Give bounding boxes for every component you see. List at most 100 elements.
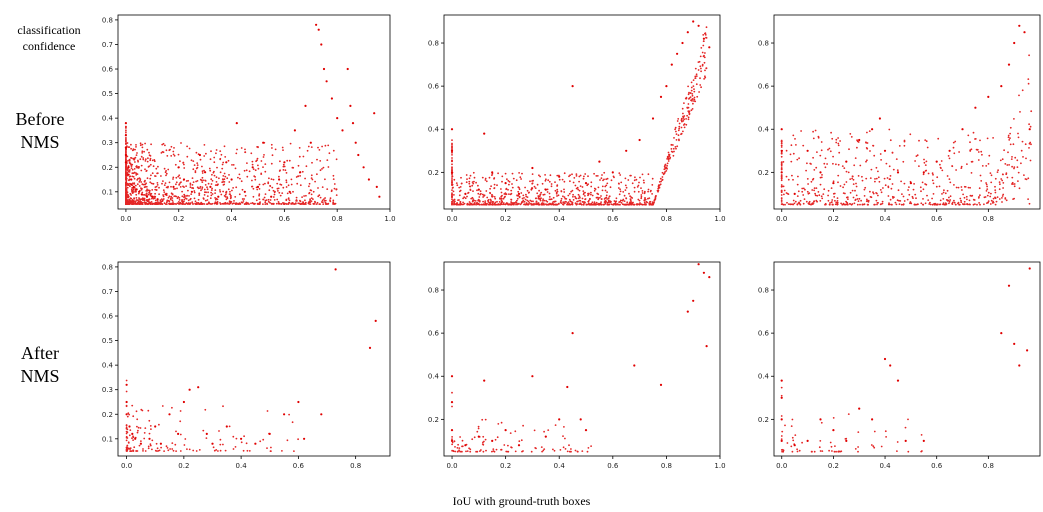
cloud-point [270,446,272,449]
cloud-point [960,186,963,188]
cloud-point [855,182,857,185]
data-point [125,413,128,416]
cloud-point [468,185,471,188]
cloud-point [694,67,697,70]
cloud-point [515,179,518,182]
cloud-point [972,198,975,201]
cloud-point [179,433,182,436]
cloud-point [703,78,705,80]
cloud-point [989,172,992,175]
cloud-point [924,139,927,142]
cloud-point [282,165,285,168]
cloud-point [647,197,649,200]
x-tick-label: 0.2 [828,215,839,223]
cloud-point [888,202,890,205]
row-label-after-nms: After NMS [20,343,60,386]
cloud-point [543,430,545,433]
cloud-point [206,195,209,198]
cloud-point [796,450,799,453]
cloud-point [559,201,562,204]
cloud-point [162,180,164,183]
cloud-point [609,186,612,189]
cloud-point [207,182,210,185]
cloud-point [509,432,512,434]
cloud-point [166,199,169,202]
cloud-point [702,44,705,47]
cloud-point [1022,156,1024,158]
cloud-point [332,149,335,152]
cloud-point [1008,164,1010,166]
cloud-point [507,188,509,191]
cloud-point [962,193,964,196]
cloud-point [677,129,680,132]
cloud-point [918,165,920,168]
cloud-point [508,180,511,183]
cloud-point [169,197,172,200]
cloud-point [335,158,338,161]
cloud-point [803,198,806,201]
cloud-point [305,165,308,168]
data-point [883,149,887,152]
cloud-point [125,426,128,429]
axes-frame [443,14,721,210]
x-tick-label: 0.4 [554,215,566,223]
cloud-point [875,192,877,194]
cloud-point [135,174,138,176]
data-point [205,432,208,435]
cloud-point [837,142,840,145]
cloud-point [791,174,793,177]
cloud-point [288,199,291,202]
cloud-point [579,202,582,205]
cloud-point [201,188,204,190]
data-point [780,171,783,174]
cloud-point [260,173,263,176]
cloud-point [887,195,890,197]
data-point [182,178,186,181]
cloud-point [183,193,186,196]
cloud-point [555,203,558,206]
cloud-point [500,195,503,198]
cloud-point [334,202,337,205]
cloud-point [698,91,700,93]
cloud-point [896,199,899,202]
cloud-point [478,196,481,198]
cloud-point [308,185,310,188]
data-point [334,268,337,271]
cloud-point [633,179,636,182]
cloud-point [859,164,862,167]
cloud-point [888,165,891,168]
cloud-point [139,427,142,429]
cloud-point [946,175,949,177]
cloud-point [238,173,241,176]
cloud-point [498,201,501,203]
data-point [1026,349,1029,352]
cloud-point [510,198,512,201]
cloud-point [149,201,152,204]
cloud-point [785,149,788,152]
cloud-point [137,429,139,432]
cloud-point [849,178,852,181]
cloud-point [780,184,783,186]
cloud-point [308,191,311,194]
cloud-point [570,450,572,453]
y-tick-label: 0.2 [758,169,769,177]
cloud-point [153,195,156,198]
cloud-point [277,201,280,203]
cloud-point [873,154,876,157]
cloud-point [1001,201,1003,203]
cloud-point [262,156,265,158]
cloud-point [299,184,302,187]
data-point [309,141,312,144]
data-point [1007,284,1011,287]
data-point [676,52,679,55]
cloud-point [250,202,252,205]
cloud-point [504,172,507,175]
cloud-point [512,177,515,180]
cloud-point [898,203,901,206]
cloud-point [844,438,847,440]
data-point [832,182,835,185]
cloud-point [548,196,551,198]
cloud-point [534,447,537,449]
cloud-point [169,448,172,450]
cloud-point [687,93,690,96]
